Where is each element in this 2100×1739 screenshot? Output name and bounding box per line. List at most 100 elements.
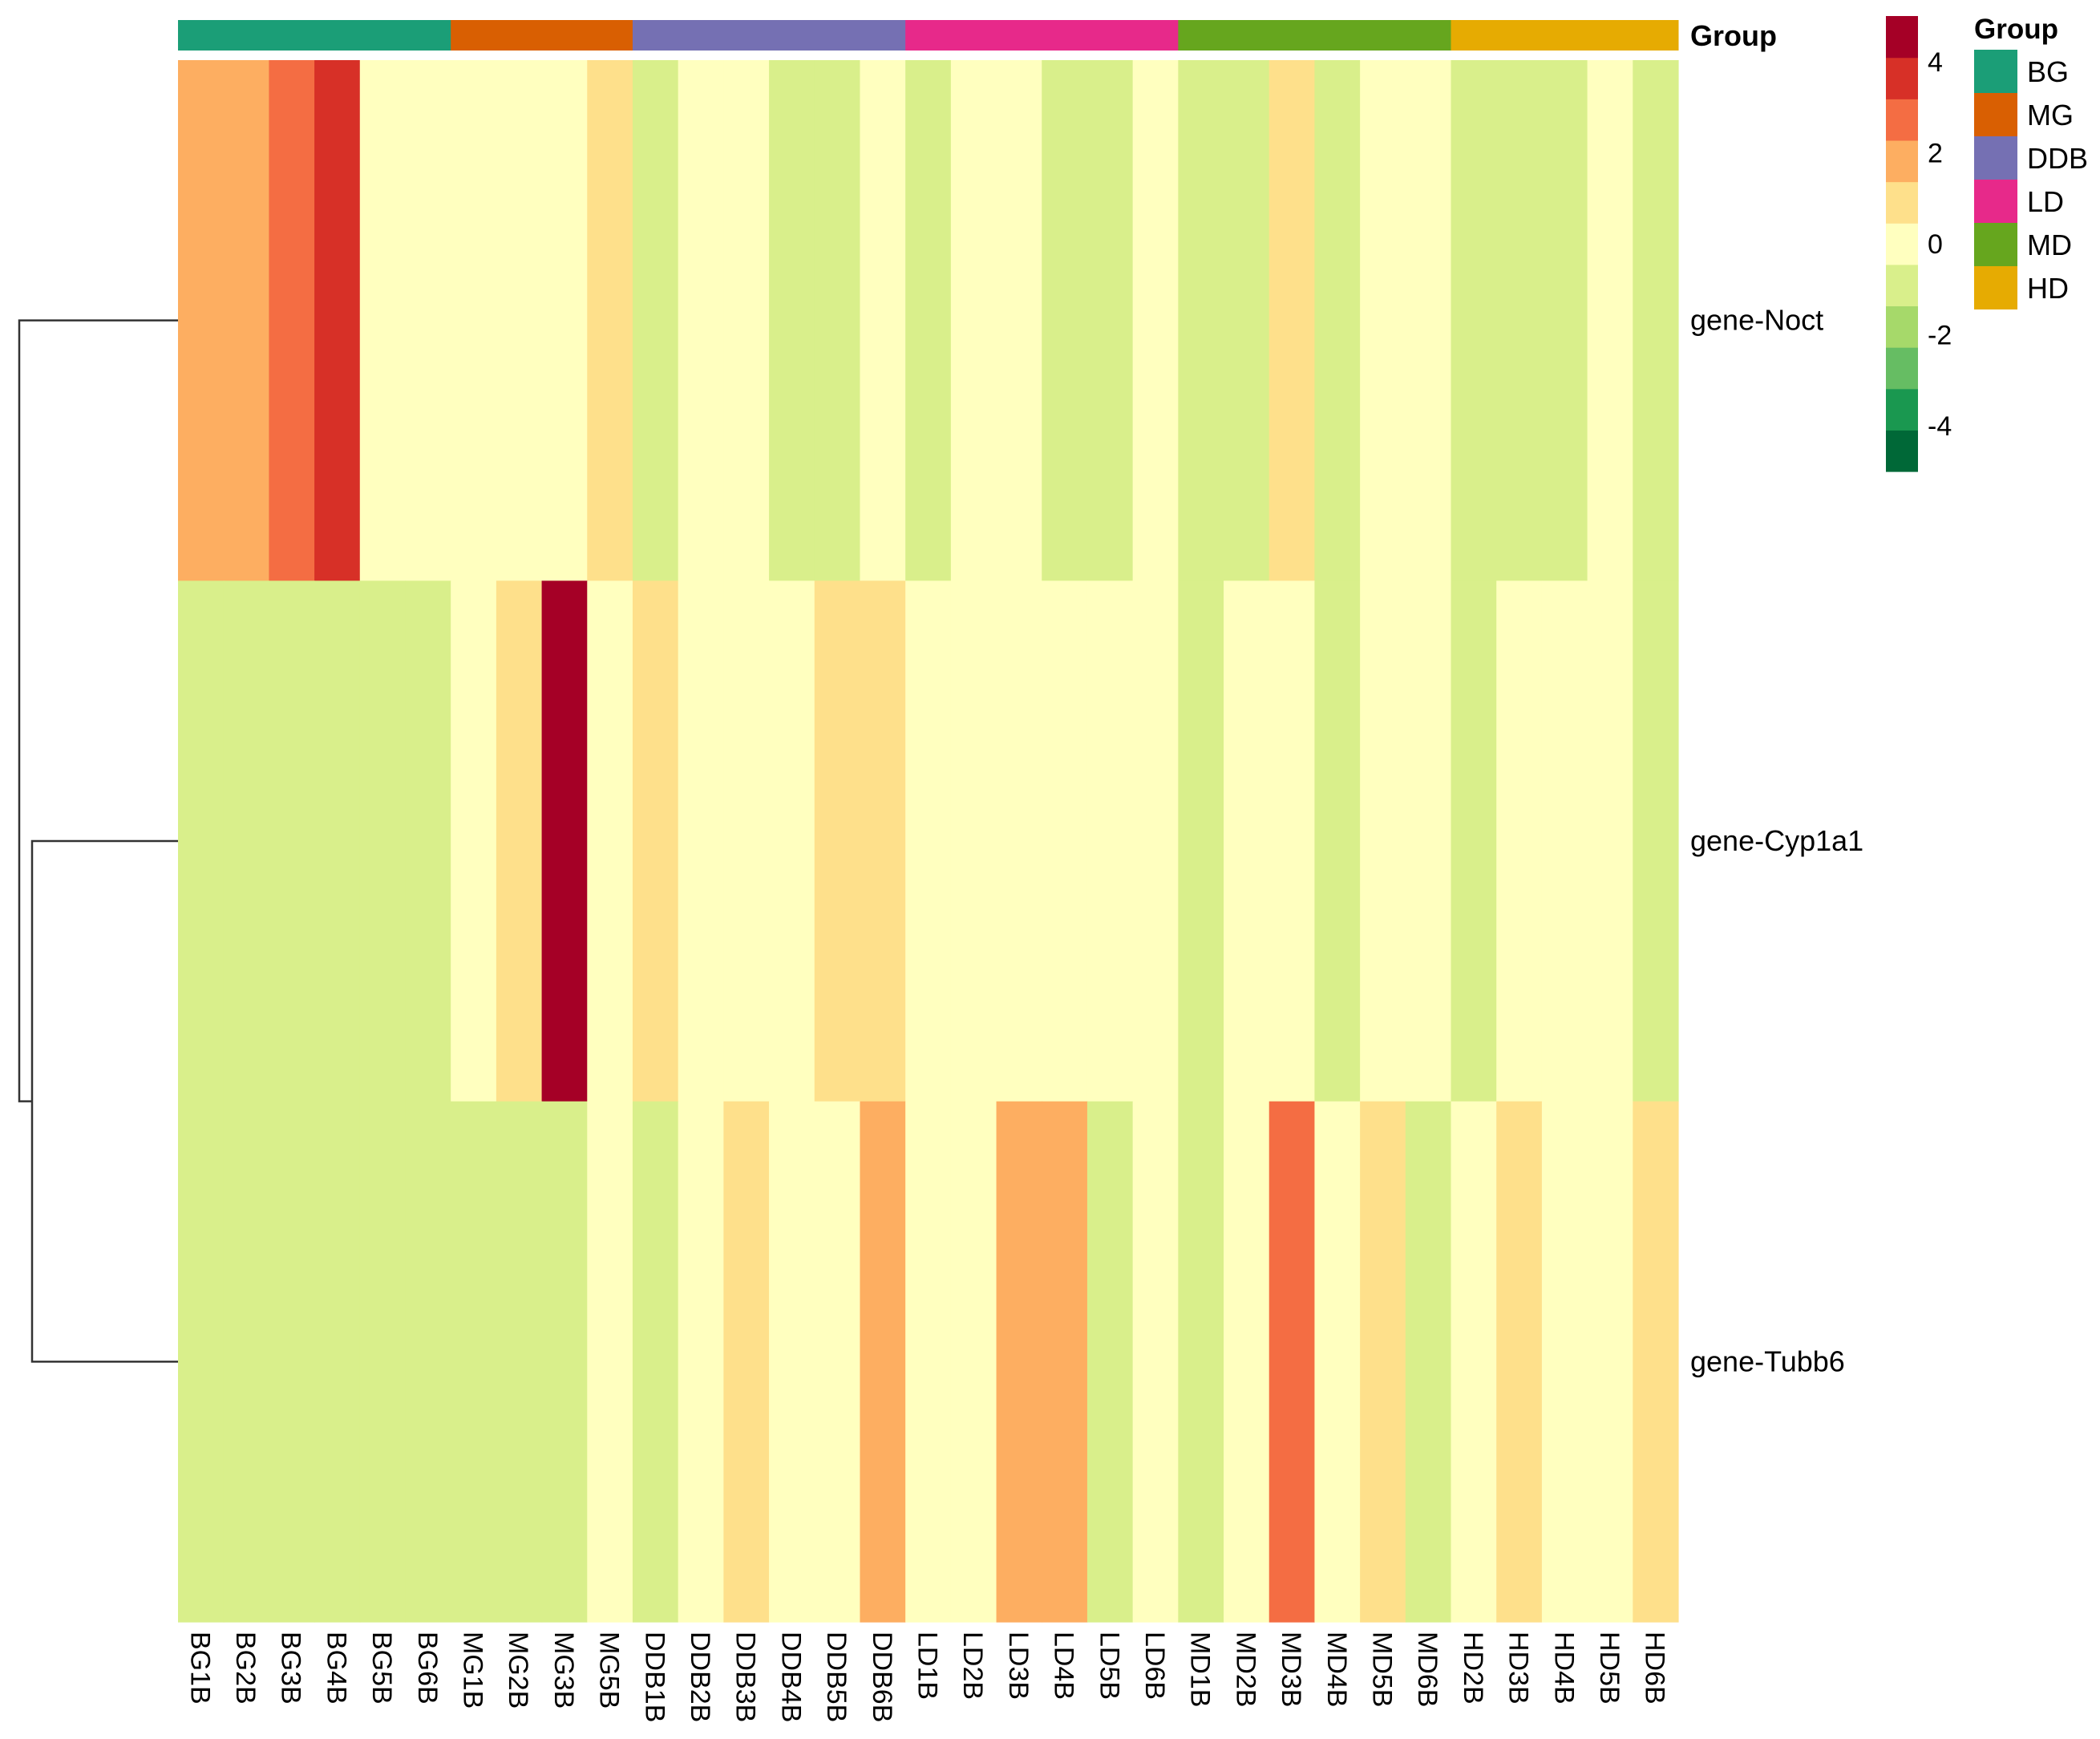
heatmap-cell xyxy=(1268,1101,1316,1623)
heatmap-cell xyxy=(905,1101,952,1623)
heatmap-cell xyxy=(1132,1101,1179,1623)
legend-swatch-mg xyxy=(1974,93,2017,136)
column-label: MD3B xyxy=(1276,1632,1306,1707)
heatmap-cell xyxy=(223,1101,269,1623)
heatmap-cell xyxy=(1405,1101,1452,1623)
heatmap-cell xyxy=(1587,60,1633,581)
color-scale-segment xyxy=(1886,57,1918,99)
column-label: HD3B xyxy=(1503,1632,1534,1705)
heatmap-cell xyxy=(269,580,315,1102)
heatmap-cell xyxy=(723,1101,770,1623)
heatmap-cell xyxy=(814,60,861,581)
heatmap-cell xyxy=(178,60,225,581)
legend-swatch-ld xyxy=(1974,180,2017,223)
heatmap-cell xyxy=(1496,1101,1543,1623)
color-scale-legend: -4 -2 0 2 4 xyxy=(1886,16,1952,472)
heatmap-cell xyxy=(950,580,997,1102)
column-label: MD5B xyxy=(1366,1632,1397,1707)
column-label: MD4B xyxy=(1321,1632,1352,1707)
heatmap-cell xyxy=(451,580,497,1102)
heatmap-cell xyxy=(359,1101,407,1623)
heatmap-cell xyxy=(814,1101,861,1623)
column-label: DDB3B xyxy=(730,1632,761,1722)
heatmap-cell xyxy=(1086,60,1134,581)
column-label: MG5B xyxy=(594,1632,625,1709)
column-label: DDB2B xyxy=(685,1632,715,1722)
column-label: BG1B xyxy=(184,1632,215,1705)
annotation-md xyxy=(1178,20,1452,51)
annotation-bg xyxy=(178,20,451,51)
heatmap-cell xyxy=(178,580,225,1102)
heatmap-cell xyxy=(678,60,724,581)
annotation-ddb xyxy=(632,20,906,51)
heatmap-cell xyxy=(769,580,815,1102)
heatmap-cell xyxy=(1405,60,1452,581)
row-label: gene-Noct xyxy=(1690,304,1823,337)
dendrogram-branch-inner xyxy=(30,839,178,1363)
legend-label-mg: MG xyxy=(2027,99,2074,131)
heatmap-cell xyxy=(587,60,633,581)
heatmap-cell xyxy=(1633,580,1679,1102)
heatmap-cell xyxy=(632,1101,679,1623)
heatmap-cell xyxy=(541,1101,588,1623)
heatmap-cell xyxy=(996,60,1042,581)
heatmap-cell xyxy=(860,60,906,581)
heatmap-cell xyxy=(587,1101,633,1623)
column-label: BG2B xyxy=(230,1632,261,1705)
heatmap-cell xyxy=(269,60,315,581)
heatmap-cell xyxy=(1587,1101,1633,1623)
color-scale-tick-label: 4 xyxy=(1928,47,1943,78)
column-label: BG6B xyxy=(412,1632,443,1705)
color-scale-segment xyxy=(1886,99,1918,141)
heatmap-cell xyxy=(950,60,997,581)
color-scale-segment xyxy=(1886,305,1918,348)
heatmap-cell xyxy=(1541,1101,1588,1623)
column-label: HD6B xyxy=(1640,1632,1670,1705)
heatmap-cell xyxy=(405,60,451,581)
heatmap-cell xyxy=(496,60,543,581)
column-label: LD6B xyxy=(1139,1632,1170,1700)
heatmap-cell xyxy=(1451,1101,1497,1623)
heatmap-cell xyxy=(314,60,361,581)
column-label: MG2B xyxy=(503,1632,533,1709)
heatmap-cell xyxy=(1405,580,1452,1102)
heatmap-cell xyxy=(1360,1101,1406,1623)
heatmap-cell xyxy=(1496,580,1543,1102)
annotation-hd xyxy=(1451,20,1679,51)
column-label: LD4B xyxy=(1049,1632,1079,1700)
legend-swatch-bg xyxy=(1974,50,2017,93)
column-label: DDB5B xyxy=(821,1632,852,1722)
heatmap-cell xyxy=(632,580,679,1102)
heatmap-cell xyxy=(1132,60,1179,581)
heatmap-cell xyxy=(860,1101,906,1623)
column-label: DDB4B xyxy=(775,1632,806,1722)
heatmap-cell xyxy=(223,580,269,1102)
heatmap-cell xyxy=(1268,60,1316,581)
column-label: LD5B xyxy=(1094,1632,1124,1700)
heatmap-cell xyxy=(905,60,952,581)
color-scale-segment xyxy=(1886,388,1918,431)
legend-label-ddb: DDB xyxy=(2027,142,2088,175)
heatmap-cell xyxy=(496,1101,543,1623)
heatmap-cell xyxy=(405,1101,451,1623)
group-annotation-bar xyxy=(178,20,1679,51)
heatmap-cell xyxy=(1360,580,1406,1102)
heatmap-cell xyxy=(1587,580,1633,1102)
heatmap-cell xyxy=(723,60,770,581)
heatmap-cell xyxy=(223,60,269,581)
heatmap-cell xyxy=(1633,60,1679,581)
column-label: LD3B xyxy=(1003,1632,1034,1700)
heatmap-cell xyxy=(359,580,407,1102)
color-scale-segment xyxy=(1886,140,1918,183)
color-scale-segment xyxy=(1886,16,1918,59)
color-scale-tick-label: 0 xyxy=(1928,229,1943,260)
heatmap-cell xyxy=(314,580,361,1102)
heatmap-cell xyxy=(1451,580,1497,1102)
legend-swatch-ddb xyxy=(1974,136,2017,180)
heatmap-cell xyxy=(1224,1101,1270,1623)
column-label: MD6B xyxy=(1412,1632,1442,1707)
column-label: HD5B xyxy=(1594,1632,1625,1705)
column-label: MD2B xyxy=(1230,1632,1260,1707)
legend-swatch-md xyxy=(1974,223,2017,266)
